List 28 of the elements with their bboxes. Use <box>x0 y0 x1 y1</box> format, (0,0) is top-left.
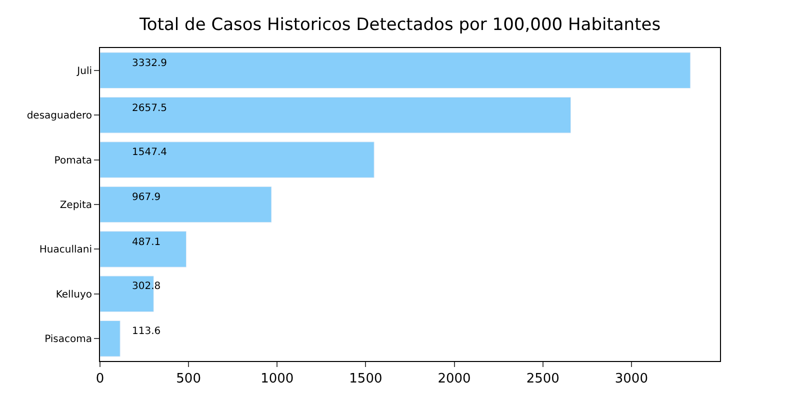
bar <box>100 142 374 178</box>
x-tick-label: 1000 <box>260 372 294 387</box>
data-label: 302.8 <box>132 281 161 292</box>
y-tick-label: Huacullani <box>39 244 92 256</box>
x-tick-label: 2000 <box>438 372 471 387</box>
bar <box>100 52 691 88</box>
bar <box>100 231 187 268</box>
y-tick-label: Zepita <box>60 200 92 211</box>
x-tick-label: 3000 <box>614 372 648 387</box>
x-tick-label: 1500 <box>349 372 382 387</box>
data-label: 967.9 <box>132 192 161 203</box>
data-label: 2657.5 <box>132 103 167 114</box>
data-label: 487.1 <box>132 237 161 248</box>
data-label: 1547.4 <box>132 147 167 158</box>
x-tick-label: 500 <box>176 372 201 387</box>
x-tick-label: 0 <box>96 372 104 387</box>
y-tick-label: Pomata <box>54 155 92 166</box>
y-tick-label: Pisacoma <box>44 334 92 346</box>
data-label: 3332.9 <box>132 58 167 69</box>
y-tick-label: Juli <box>76 66 92 77</box>
bar <box>100 320 120 357</box>
y-tick-label: desaguadero <box>26 110 92 122</box>
chart-title: Total de Casos Historicos Detectados por 100,000 Habitantes <box>138 15 661 36</box>
bar <box>100 96 572 134</box>
data-label: 113.6 <box>132 326 161 337</box>
x-tick-label: 2500 <box>526 372 560 387</box>
y-tick-label: Kelluyo <box>56 289 92 300</box>
bar <box>100 186 272 223</box>
